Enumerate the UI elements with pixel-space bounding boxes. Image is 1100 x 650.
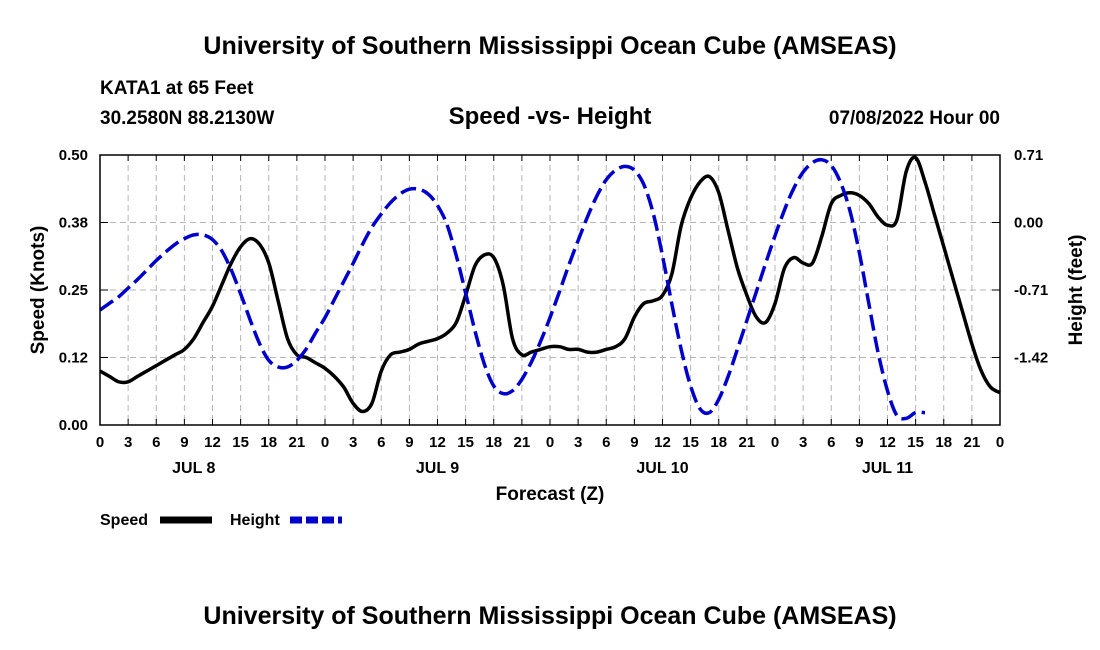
x-tick-label: 6 <box>827 434 835 451</box>
page-title-bottom: University of Southern Mississippi Ocean… <box>203 602 896 630</box>
y2-tick-label: -0.71 <box>1014 282 1048 299</box>
x-tick-label: 9 <box>405 434 413 451</box>
chart-title: Speed -vs- Height <box>449 103 652 130</box>
y-tick-label: 0.50 <box>59 147 88 164</box>
x-tick-label: 15 <box>232 434 249 451</box>
x-tick-label: 12 <box>879 434 896 451</box>
x-tick-label: 15 <box>682 434 699 451</box>
x-tick-label: 21 <box>964 434 981 451</box>
x-tick-label: 21 <box>289 434 306 451</box>
x-tick-label: 0 <box>771 434 779 451</box>
x-tick-label: 9 <box>855 434 863 451</box>
x-tick-label: 15 <box>457 434 474 451</box>
series-layer <box>99 155 1001 421</box>
x-tick-label: 12 <box>654 434 671 451</box>
y-tick-label: 0.25 <box>59 282 88 299</box>
y-tick-label: 0.12 <box>59 350 88 367</box>
x-tick-label: 0 <box>546 434 554 451</box>
x-tick-label: 0 <box>96 434 104 451</box>
x-tick-label: 3 <box>574 434 582 451</box>
x-tick-label: 18 <box>710 434 727 451</box>
x-tick-label: 12 <box>429 434 446 451</box>
x-tick-label: 18 <box>260 434 277 451</box>
x-tick-label: 3 <box>799 434 807 451</box>
x-tick-label: 15 <box>907 434 924 451</box>
legend-label-height: Height <box>230 512 280 529</box>
y2-tick-label: 0.00 <box>1014 215 1043 232</box>
date-label: JUL 8 <box>172 460 215 477</box>
x-tick-label: 3 <box>124 434 132 451</box>
x-tick-label: 12 <box>204 434 221 451</box>
axes-layer: 0 3 6 9 12 15 18 21 0 3 6 9 12 15 18 21 0 3 6 9 12 15 18 21 0 3 6 9… <box>59 147 1048 477</box>
date-label: JUL 10 <box>636 460 688 477</box>
x-tick-label: 0 <box>321 434 329 451</box>
x-tick-label: 9 <box>630 434 638 451</box>
y-axis-label-height: Height (feet) <box>1066 235 1087 346</box>
x-tick-label: 6 <box>152 434 160 451</box>
x-tick-label: 21 <box>739 434 756 451</box>
coordinates-label: 30.2580N 88.2130W <box>100 108 274 129</box>
date-label: JUL 9 <box>416 460 459 477</box>
x-tick-label: 6 <box>377 434 385 451</box>
datetime-label: 07/08/2022 Hour 00 <box>829 108 1000 129</box>
series-line-speed <box>99 155 1001 414</box>
grid-lines <box>100 155 1000 425</box>
x-tick-label: 6 <box>602 434 610 451</box>
legend-label-speed: Speed <box>100 512 148 529</box>
x-tick-label: 0 <box>996 434 1004 451</box>
station-label: KATA1 at 65 Feet <box>100 78 254 99</box>
page-title-top: University of Southern Mississippi Ocean… <box>203 32 896 60</box>
y-tick-label: 0.00 <box>59 417 88 434</box>
x-tick-label: 18 <box>485 434 502 451</box>
legend: Speed Height <box>100 512 342 529</box>
date-label: JUL 11 <box>862 460 913 477</box>
x-tick-label: 21 <box>514 434 531 451</box>
x-tick-label: 3 <box>349 434 357 451</box>
series-line-height <box>99 157 926 421</box>
x-axis-label: Forecast (Z) <box>496 484 605 505</box>
y2-tick-label: 0.71 <box>1014 147 1043 164</box>
y2-tick-label: -1.42 <box>1014 350 1048 367</box>
y-axis-label-speed: Speed (Knots) <box>28 226 49 355</box>
x-tick-label: 9 <box>180 434 188 451</box>
y-tick-label: 0.38 <box>59 215 88 232</box>
x-tick-label: 18 <box>935 434 952 451</box>
